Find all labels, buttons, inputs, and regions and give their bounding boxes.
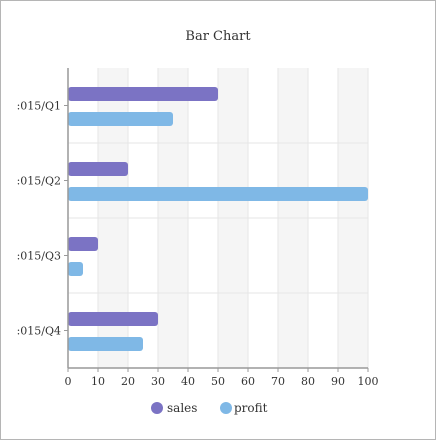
- x-tick-label: 70: [271, 375, 285, 388]
- x-tick-label: 40: [181, 375, 195, 388]
- x-tick-label: 60: [241, 375, 255, 388]
- y-tick-label: :015/Q1: [17, 100, 61, 113]
- axes: [64, 68, 369, 372]
- bar-profit: [68, 112, 173, 126]
- x-tick-label: 80: [301, 375, 315, 388]
- x-tick-label: 50: [211, 375, 225, 388]
- bars: [68, 87, 368, 351]
- legend[interactable]: sales profit: [151, 401, 268, 415]
- x-tick-label: 0: [65, 375, 72, 388]
- x-tick-label: 10: [91, 375, 105, 388]
- legend-swatch-icon: [151, 402, 163, 414]
- y-tick-label: :015/Q3: [17, 250, 61, 263]
- bar-sales: [68, 237, 98, 251]
- y-tick-label: :015/Q2: [17, 175, 61, 188]
- y-tick-labels: :015/Q1 :015/Q2 :015/Q3 :015/Q4: [17, 100, 61, 338]
- chart-title: Bar Chart: [185, 29, 251, 44]
- x-tick-labels: 0 10 20 30 40 50 60 70 80 90 100: [65, 375, 379, 388]
- bar-profit: [68, 187, 368, 201]
- bar-profit: [68, 262, 83, 276]
- x-tick-label: 90: [331, 375, 345, 388]
- bar-sales: [68, 162, 128, 176]
- legend-label: profit: [234, 401, 268, 415]
- x-tick-label: 30: [151, 375, 165, 388]
- bar-profit: [68, 337, 143, 351]
- y-tick-label: :015/Q4: [17, 325, 61, 338]
- legend-item-profit[interactable]: profit: [220, 401, 268, 415]
- x-tick-label: 100: [358, 375, 379, 388]
- bar-sales: [68, 312, 158, 326]
- x-tick-label: 20: [121, 375, 135, 388]
- legend-swatch-icon: [220, 402, 232, 414]
- bar-sales: [68, 87, 218, 101]
- legend-item-sales[interactable]: sales: [151, 401, 197, 415]
- legend-label: sales: [167, 401, 197, 415]
